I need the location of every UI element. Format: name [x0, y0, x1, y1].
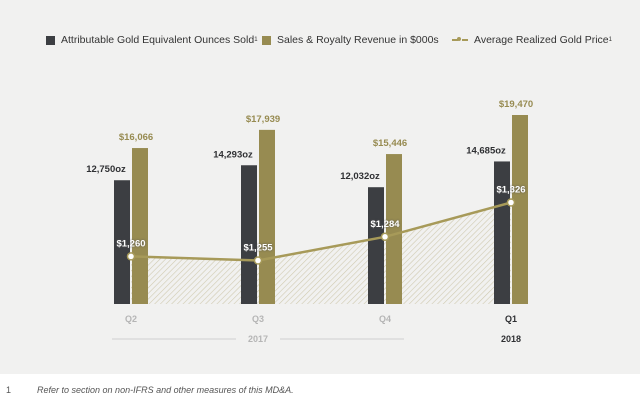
data-label-ounces-q3: 14,293oz	[213, 149, 253, 160]
x-tick-label-q4: Q4	[379, 314, 391, 324]
legend-item-gold-price: Average Realized Gold Price 1	[452, 34, 612, 46]
x-tick-label-q2: Q2	[125, 314, 137, 324]
bar-ounces-q3	[241, 165, 257, 304]
legend-label-ounces: Attributable Gold Equivalent Ounces Sold	[61, 34, 255, 46]
legend: Attributable Gold Equivalent Ounces Sold…	[0, 34, 640, 50]
bar-revenue-q1	[512, 115, 528, 304]
year-label-2018: 2018	[501, 334, 521, 344]
legend-item-ounces: Attributable Gold Equivalent Ounces Sold…	[46, 34, 258, 46]
x-tick-label-q3: Q3	[252, 314, 264, 324]
data-label-revenue-q4: $15,446	[373, 138, 407, 149]
data-label-revenue-q3: $17,939	[246, 114, 280, 125]
data-label-revenue-q2: $16,066	[119, 132, 153, 143]
legend-label-revenue: Sales & Royalty Revenue in $000s	[277, 34, 439, 46]
data-label-ounces-q4: 12,032oz	[340, 171, 380, 182]
price-label-q2: $1,260	[116, 238, 145, 249]
price-line	[130, 201, 512, 262]
footnote-number: 1	[6, 385, 12, 395]
year-label-2017: 2017	[248, 334, 268, 344]
price-label-q3: $1,255	[243, 243, 273, 254]
legend-line-swatch	[452, 37, 468, 41]
price-point-q1	[506, 198, 516, 207]
legend-item-revenue: Sales & Royalty Revenue in $000s	[262, 34, 439, 46]
legend-label-gold-price: Average Realized Gold Price	[474, 34, 609, 46]
price-point-q2	[126, 252, 136, 261]
price-label-q4: $1,284	[370, 219, 400, 230]
x-tick-label-q1: Q1	[505, 314, 517, 324]
legend-sup-ounces: 1	[254, 37, 258, 43]
chart-svg: 12,750oz $16,066 Q2 14,293oz $17,939 Q3 12,032…	[86, 99, 533, 344]
price-point-q4	[380, 232, 390, 242]
bar-revenue-q2	[132, 148, 148, 304]
data-label-ounces-q1: 14,685oz	[466, 145, 506, 156]
legend-sup-gold-price: 1	[608, 37, 612, 43]
bar-ounces-q2	[114, 180, 130, 304]
bar-ounces-q4	[368, 187, 384, 304]
chart-panel	[0, 0, 640, 374]
data-label-ounces-q2: 12,750oz	[86, 164, 126, 175]
footnote-text: Refer to section on non-IFRS and other m…	[37, 385, 294, 395]
footnote: 1 Refer to section on non-IFRS and other …	[6, 385, 294, 395]
bar-revenue-q3	[259, 129, 275, 304]
bar-ounces-q1	[494, 161, 510, 304]
price-area	[131, 202, 511, 304]
data-label-revenue-q1: $19,470	[499, 99, 533, 110]
legend-swatch-ounces	[46, 35, 55, 45]
legend-swatch-revenue	[262, 35, 271, 45]
bar-revenue-q4	[386, 154, 402, 304]
price-point-q3	[253, 256, 263, 265]
price-label-q1: $1,326	[496, 185, 525, 196]
